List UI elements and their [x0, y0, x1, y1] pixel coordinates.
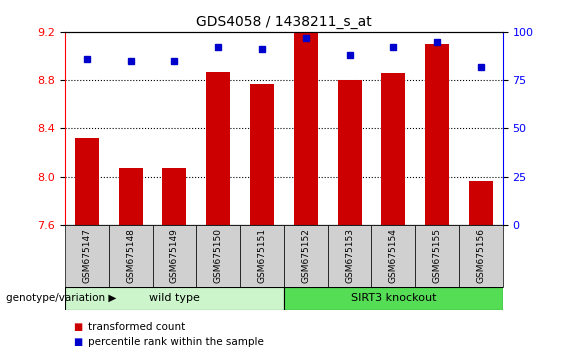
Bar — [425, 44, 449, 225]
Bar — [75, 138, 99, 225]
Bar — [284, 287, 503, 310]
Text: GSM675155: GSM675155 — [433, 228, 442, 283]
Bar — [197, 225, 240, 287]
Text: GSM675154: GSM675154 — [389, 228, 398, 283]
Text: percentile rank within the sample: percentile rank within the sample — [88, 337, 263, 347]
Text: GSM675148: GSM675148 — [126, 228, 135, 283]
Bar — [250, 84, 274, 225]
Bar — [337, 80, 362, 225]
Text: genotype/variation ▶: genotype/variation ▶ — [6, 293, 116, 303]
Bar — [206, 72, 231, 225]
Bar — [65, 225, 109, 287]
Text: GSM675152: GSM675152 — [301, 228, 310, 283]
Bar — [119, 168, 143, 225]
Text: wild type: wild type — [149, 293, 200, 303]
Text: GSM675149: GSM675149 — [170, 228, 179, 283]
Bar — [469, 181, 493, 225]
Bar — [328, 225, 372, 287]
Bar — [284, 225, 328, 287]
Text: SIRT3 knockout: SIRT3 knockout — [351, 293, 436, 303]
Text: GSM675147: GSM675147 — [82, 228, 92, 283]
Text: GSM675151: GSM675151 — [258, 228, 267, 283]
Bar — [162, 168, 186, 225]
Bar — [108, 225, 153, 287]
Bar — [372, 225, 415, 287]
Bar — [381, 73, 406, 225]
Text: GDS4058 / 1438211_s_at: GDS4058 / 1438211_s_at — [196, 16, 372, 29]
Bar — [65, 287, 284, 310]
Text: ■: ■ — [73, 322, 82, 332]
Text: ■: ■ — [73, 337, 82, 347]
Bar — [294, 33, 318, 225]
Text: GSM675150: GSM675150 — [214, 228, 223, 283]
Text: transformed count: transformed count — [88, 322, 185, 332]
Bar — [240, 225, 284, 287]
Bar — [459, 225, 503, 287]
Bar — [153, 225, 197, 287]
Text: GSM675156: GSM675156 — [476, 228, 485, 283]
Bar — [415, 225, 459, 287]
Text: GSM675153: GSM675153 — [345, 228, 354, 283]
